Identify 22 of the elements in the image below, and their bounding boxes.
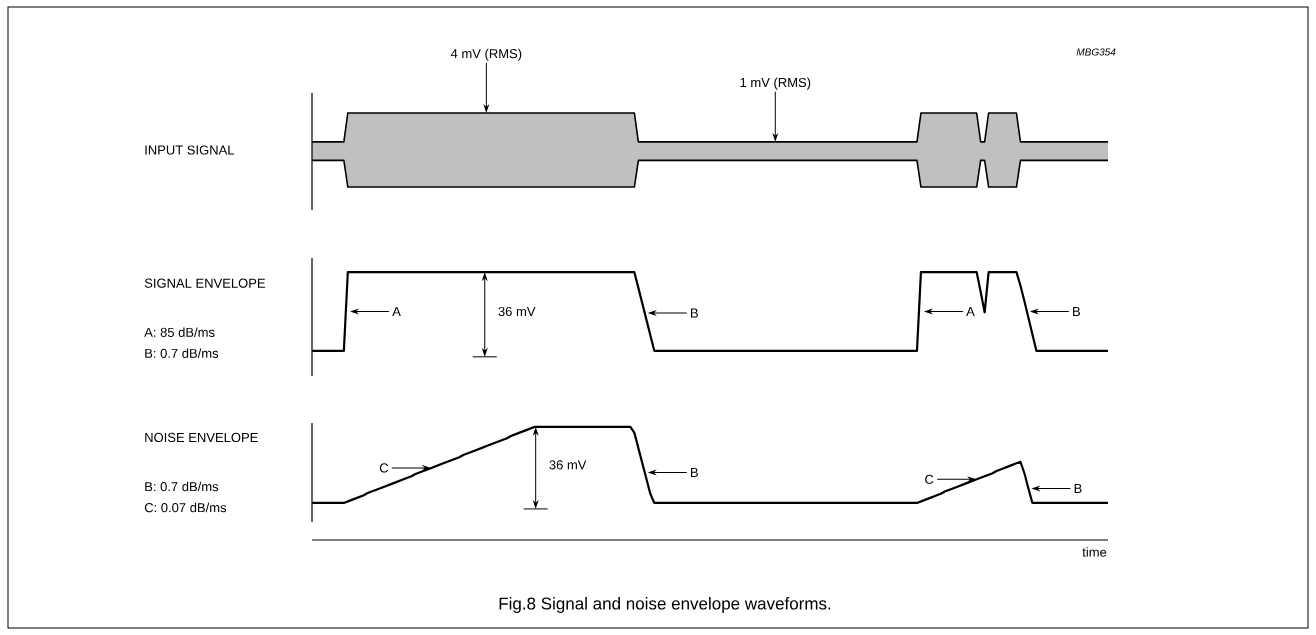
y-axis-title: INPUT SIGNAL: [145, 145, 235, 155]
text: Fig.8 Signal and noise envelope waveforms.: [499, 597, 831, 613]
annotation: B: [1074, 484, 1082, 493]
text: C: 0.07 dB/ms: [144, 502, 227, 513]
text: 4 mV (RMS): [450, 48, 522, 61]
annotation: B: [1073, 307, 1080, 316]
annotation: C: [379, 463, 389, 473]
y-axis-title: NOISE ENVELOPE: [145, 432, 258, 443]
text: 1 mV (RMS): [740, 77, 811, 90]
text: B: 0.7 dB/ms: [145, 348, 219, 358]
annotation: 36 mV: [498, 306, 536, 317]
annotation: A: [966, 307, 975, 316]
annotation: C: [925, 474, 934, 484]
chart-subtitle: MBG354: [1076, 48, 1116, 56]
y-axis-title: SIGNAL ENVELOPE: [144, 278, 266, 288]
annotation: B: [691, 468, 698, 477]
x-axis-title: time: [1082, 547, 1107, 557]
text: B: 0.7 dB/ms: [145, 481, 219, 492]
annotation: B: [691, 308, 698, 318]
text: A: 85 dB/ms: [144, 327, 215, 337]
annotation: 36 mV: [549, 460, 587, 470]
annotation: A: [392, 307, 401, 316]
